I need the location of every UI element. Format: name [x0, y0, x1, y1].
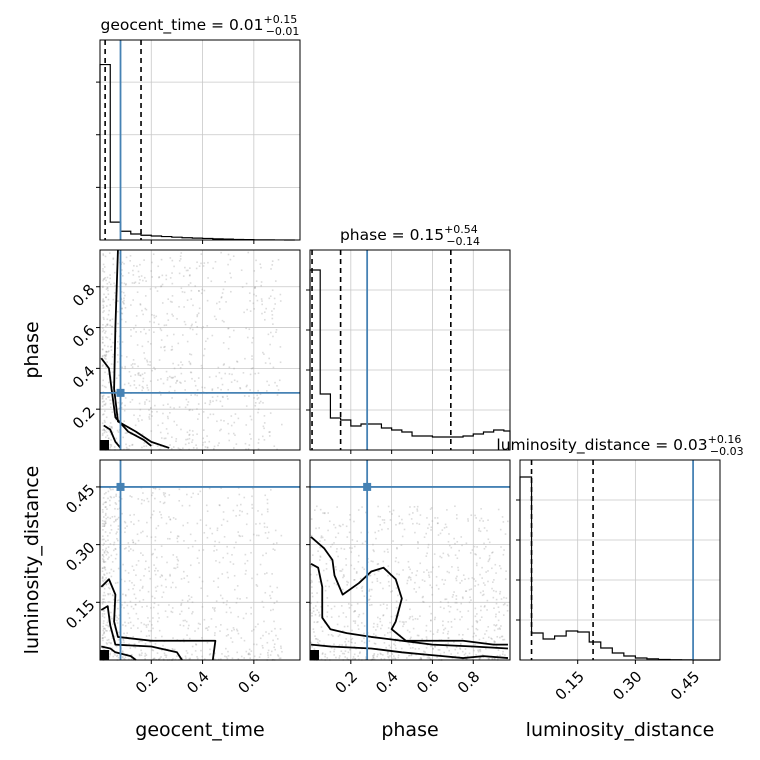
hist-geocent_time-frame: [99, 39, 301, 241]
scatter-geocent_time-vs-luminosity_distance-bg: [100, 460, 300, 660]
scatter-geocent_time-vs-luminosity_distance-contour: [101, 645, 137, 661]
scatter-geocent_time-vs-luminosity_distance-dense-core: [100, 650, 109, 660]
scatter-geocent_time-vs-phase-dense-core: [100, 440, 109, 450]
scatter-geocent_time-vs-phase-ytick-label: 0.2: [69, 403, 99, 433]
scatter-geocent_time-vs-phase-ytick-label: 0.4: [69, 362, 99, 392]
scatter-geocent_time-vs-luminosity_distance-xtick-label: 0.4: [183, 668, 213, 698]
scatter-phase-vs-luminosity_distance-frame: [309, 459, 511, 661]
scatter-geocent_time-vs-luminosity_distance-panel: 0.15 0.30 0.45 0.2 0.4 0.6 luminosity_distance…: [21, 459, 301, 741]
hist-luminosity_distance-frame: [519, 459, 721, 661]
scatter-geocent_time-vs-phase-panel: 0.2 0.4 0.6 0.8 phase: [21, 249, 301, 454]
hist-phase-bars: [309, 269, 511, 450]
hist-phase-panel: phase = 0.15+0.54 −0.14: [306, 223, 511, 454]
scatter-geocent_time-vs-luminosity_distance-ytick-label: 0.30: [62, 538, 98, 574]
hist-luminosity_distance-title: luminosity_distance = 0.03+0.16 −0.03: [496, 433, 743, 458]
scatter-phase-vs-luminosity_distance-xlabel: phase: [381, 719, 438, 741]
scatter-geocent_time-vs-phase-ytick-label: 0.6: [69, 321, 99, 351]
hist-phase-bg: [310, 250, 510, 450]
scatter-phase-vs-luminosity_distance-truth-marker: [363, 482, 372, 491]
scatter-phase-vs-luminosity_distance-xtick-label: 0.8: [454, 668, 484, 698]
hist-luminosity_distance-bg: [520, 460, 720, 660]
scatter-geocent_time-vs-luminosity_distance-ytick-label: 0.15: [62, 596, 98, 632]
scatter-geocent_time-vs-luminosity_distance-ylabel: luminosity_distance: [21, 466, 43, 655]
hist-phase-title: phase = 0.15+0.54 −0.14: [340, 223, 480, 248]
scatter-geocent_time-vs-luminosity_distance-contour: [100, 605, 183, 661]
scatter-phase-vs-luminosity_distance-bg: [310, 460, 510, 660]
scatter-geocent_time-vs-phase-contour: [103, 424, 122, 449]
scatter-geocent_time-vs-luminosity_distance-contour: [100, 578, 217, 661]
scatter-geocent_time-vs-phase-ytick-label: 0.8: [69, 281, 99, 311]
scatter-phase-vs-luminosity_distance-dense-core: [310, 650, 319, 660]
hist-geocent_time-panel: geocent_time = 0.01+0.15 −0.01: [96, 13, 301, 244]
scatter-geocent_time-vs-phase-contour: [100, 357, 152, 447]
hist-phase-frame: [309, 249, 511, 451]
scatter-phase-vs-luminosity_distance-xtick-label: 0.6: [413, 668, 443, 698]
scatter-phase-vs-luminosity_distance-contour: [310, 536, 508, 646]
hist-luminosity_distance-panel: 0.15 0.30 0.45 luminosity_distance luminosit…: [496, 433, 743, 741]
scatter-phase-vs-luminosity_distance-panel: 0.2 0.4 0.6 0.8 phase: [306, 459, 511, 741]
scatter-geocent_time-vs-luminosity_distance-xlabel: geocent_time: [135, 719, 264, 741]
scatter-geocent_time-vs-luminosity_distance-frame: [99, 459, 301, 661]
scatter-phase-vs-luminosity_distance-contour: [310, 643, 509, 659]
hist-luminosity_distance-xtick-label: 0.45: [667, 668, 703, 704]
scatter-phase-vs-luminosity_distance-contour: [310, 563, 509, 650]
scatter-geocent_time-vs-luminosity_distance-truth-marker: [116, 482, 125, 491]
scatter-phase-vs-luminosity_distance-xtick-label: 0.4: [372, 668, 402, 698]
hist-geocent_time-title: geocent_time = 0.01+0.15 −0.01: [101, 13, 300, 38]
scatter-geocent_time-vs-phase-ylabel: phase: [21, 321, 43, 378]
scatter-geocent_time-vs-phase-frame: [99, 249, 301, 451]
hist-luminosity_distance-xlabel: luminosity_distance: [526, 719, 715, 741]
scatter-geocent_time-vs-luminosity_distance-xtick-label: 0.6: [235, 668, 265, 698]
scatter-geocent_time-vs-luminosity_distance-ytick-label: 0.45: [62, 481, 98, 517]
scatter-geocent_time-vs-phase-truth-marker: [116, 388, 125, 397]
hist-luminosity_distance-xtick-label: 0.30: [609, 668, 645, 704]
scatter-phase-vs-luminosity_distance-xtick-label: 0.2: [331, 668, 361, 698]
hist-geocent_time-bg: [100, 40, 300, 240]
scatter-geocent_time-vs-phase-bg: [100, 250, 300, 450]
scatter-geocent_time-vs-luminosity_distance-xtick-label: 0.2: [132, 668, 162, 698]
hist-luminosity_distance-xtick-label: 0.15: [552, 668, 588, 704]
